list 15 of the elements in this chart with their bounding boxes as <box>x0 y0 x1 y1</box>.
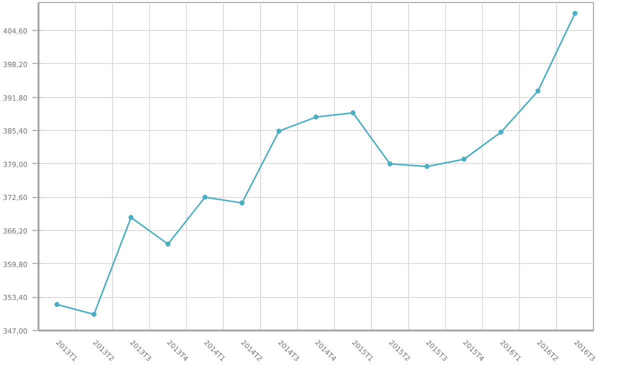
point <box>240 200 244 206</box>
point <box>54 302 60 307</box>
point <box>314 114 318 120</box>
point <box>388 161 392 166</box>
point <box>424 164 430 169</box>
point <box>572 10 578 16</box>
point <box>92 312 96 317</box>
point <box>166 242 170 247</box>
point <box>128 215 134 220</box>
point <box>462 156 466 162</box>
point <box>202 194 208 200</box>
point <box>498 130 504 135</box>
point <box>350 110 356 116</box>
point <box>536 88 540 94</box>
point <box>276 128 282 134</box>
